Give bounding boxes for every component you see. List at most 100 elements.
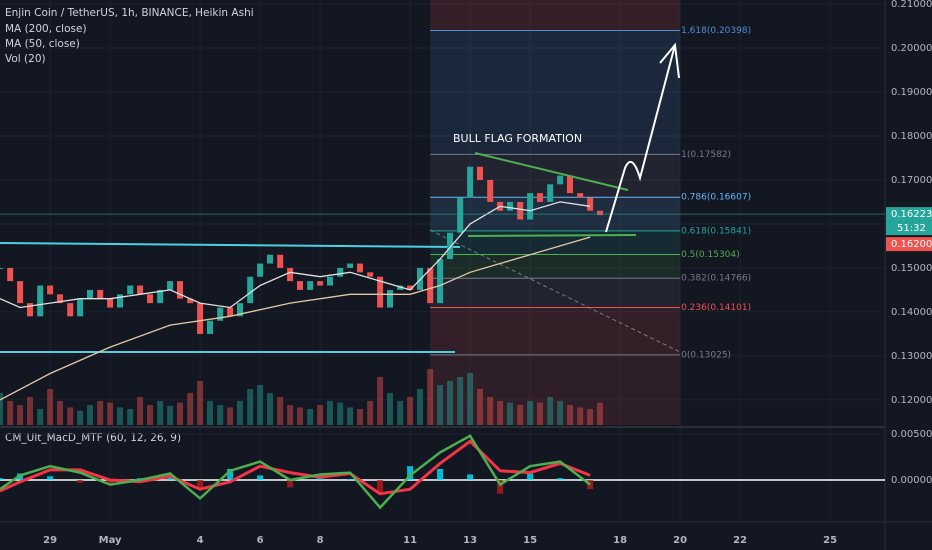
price-badge <box>886 207 932 222</box>
fib-label: 0.786(0.16607) <box>681 193 751 203</box>
candle <box>347 263 354 268</box>
x-tick-label: 18 <box>613 535 627 546</box>
candle <box>87 289 93 299</box>
volume-bar <box>57 401 63 425</box>
candle <box>127 285 134 295</box>
volume-bar <box>307 409 314 425</box>
drawing <box>467 234 637 237</box>
candle <box>547 184 554 202</box>
candle <box>247 276 254 304</box>
candle <box>457 197 464 233</box>
candle <box>577 193 584 198</box>
fib-zone <box>430 0 681 31</box>
candle <box>557 175 564 185</box>
volume-bar <box>297 407 303 425</box>
candle <box>97 289 104 299</box>
y-tick-label: 0.12000 <box>891 395 932 406</box>
candle <box>197 303 204 334</box>
x-tick-label: 25 <box>823 535 837 546</box>
candle <box>107 298 114 308</box>
macd-histogram <box>107 479 114 485</box>
volume-bar <box>447 381 453 425</box>
candle <box>427 267 434 304</box>
legend-entry: MA (50, close) <box>5 38 80 50</box>
candle <box>507 201 513 211</box>
candle <box>17 281 24 304</box>
y-tick-label: 0.00000 <box>891 475 932 486</box>
y-tick-label: 0.21000 <box>891 0 932 10</box>
volume-bar <box>347 407 354 425</box>
macd-histogram <box>497 479 504 494</box>
candle <box>537 193 543 202</box>
y-tick-label: 0.14000 <box>891 307 932 318</box>
candle <box>337 267 344 277</box>
fib-zone <box>430 230 681 255</box>
candle <box>267 254 273 264</box>
candle <box>597 210 603 216</box>
volume-bar <box>127 409 134 425</box>
signal-line <box>0 439 591 496</box>
fib-label: 0(0.13025) <box>681 350 731 360</box>
macd-histogram <box>227 468 234 480</box>
candle <box>407 285 414 290</box>
fib-zone <box>430 254 681 279</box>
volume-bar <box>397 401 404 425</box>
x-tick-label: 13 <box>463 535 477 546</box>
annotation: BULL FLAG FORMATION <box>453 132 582 145</box>
volume-bar <box>507 402 513 425</box>
legend-entry: CM_Ult_MacD_MTF (60, 12, 26, 9) <box>5 432 181 444</box>
legend-entry: MA (200, close) <box>5 23 87 35</box>
volume-bar <box>377 377 384 425</box>
candle <box>37 285 44 317</box>
trend-line <box>429 229 681 353</box>
candle <box>467 166 474 198</box>
candle <box>77 298 84 317</box>
countdown: 51:32 <box>897 223 926 234</box>
fib-label: 0.5(0.15304) <box>681 250 740 260</box>
candle <box>447 232 453 260</box>
x-tick-label: May <box>99 535 122 546</box>
volume-bar <box>317 405 324 425</box>
volume-bar <box>87 405 93 425</box>
candle <box>297 281 303 290</box>
fib-label: 0.618(0.15841) <box>681 226 751 236</box>
x-tick-label: 20 <box>673 535 687 546</box>
volume-bar <box>247 389 254 425</box>
macd-histogram <box>0 478 3 480</box>
candle <box>117 294 123 308</box>
candle <box>377 276 384 308</box>
ma-line <box>0 201 591 309</box>
candle <box>57 294 63 304</box>
volume-bar <box>167 405 174 425</box>
candle <box>157 289 164 304</box>
y-tick-label: 0.17000 <box>891 175 932 186</box>
x-tick-label: 22 <box>733 535 747 546</box>
volume-bar <box>457 377 464 425</box>
volume-bar <box>537 402 543 425</box>
x-tick-label: 29 <box>43 535 57 546</box>
fib-label: 0.236(0.14101) <box>681 303 751 313</box>
support-line <box>0 242 461 248</box>
volume-bar <box>207 401 213 425</box>
candle <box>387 289 393 308</box>
chart-title: Enjin Coin / TetherUS, 1h, BINANCE, Heik… <box>5 7 254 19</box>
candle <box>227 307 234 317</box>
candle <box>477 166 483 180</box>
y-tick-label: 0.00500 <box>891 429 932 440</box>
price-badge <box>886 237 932 252</box>
fib-zone <box>430 307 681 355</box>
volume-bar <box>387 393 393 425</box>
candle <box>177 281 183 299</box>
volume-bar <box>277 397 284 425</box>
candle <box>437 259 444 304</box>
fib-zone <box>430 278 681 308</box>
volume-bar <box>417 389 423 425</box>
candle <box>527 193 534 220</box>
volume-bar <box>0 393 3 425</box>
volume-bar <box>577 407 584 425</box>
volume-bar <box>227 407 234 425</box>
volume-bar <box>17 405 24 425</box>
candle <box>357 263 363 273</box>
macd-histogram <box>287 479 294 488</box>
candle <box>167 281 174 290</box>
